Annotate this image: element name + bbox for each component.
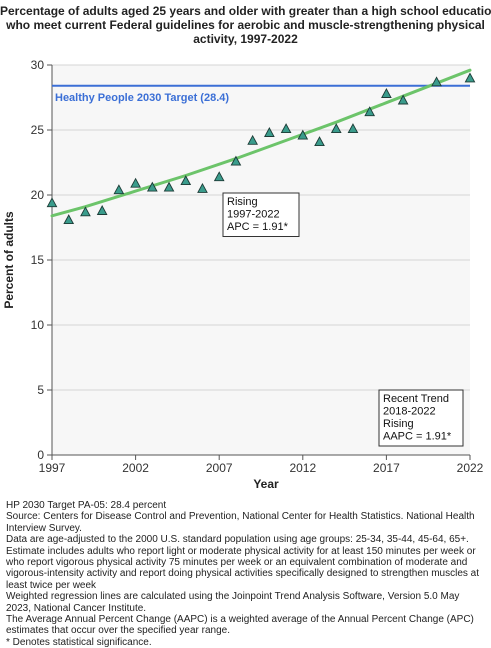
regression-line [50,68,472,218]
annotation-text: 1997-2022 [227,209,280,221]
data-point [230,155,242,166]
annotation-text: AAPC = 1.91* [383,431,452,443]
x-axis-label: Year [253,477,279,491]
annotation-text: Rising [383,418,414,430]
data-point [113,184,125,195]
chart-title-line: Percentage of adults aged 25 years and o… [0,4,491,18]
data-point [130,177,141,188]
data-point [264,127,275,137]
data-point [330,123,342,134]
footnote: Data are age-adjusted to the 2000 U.S. s… [6,534,469,546]
data-point [180,175,192,186]
data-point [464,72,476,83]
footnotes: HP 2030 Target PA-05: 28.4 percent Sourc… [6,500,486,648]
data-point [96,205,108,215]
y-tick-label: 20 [31,188,45,202]
footnote: * Denotes statistical significance. [6,636,152,648]
data-point [80,206,91,217]
data-point [297,129,309,140]
target-line-label: Healthy People 2030 Target (28.4) [55,92,229,104]
data-point [247,134,258,145]
chart-title-line: activity, 1997-2022 [193,32,298,46]
annotation-box [378,389,464,447]
y-tick-label: 25 [31,123,45,137]
chart-area: 0 5 10 15 20 25 30 1997 2002 2007 2012 2017 2022 Year… [2,58,484,491]
data-point [314,136,325,147]
data-point [364,106,376,117]
annotation-box [222,192,300,237]
footnote: The Average Annual Percent Change (AAPC)… [6,614,477,637]
y-tick-label: 15 [31,253,45,267]
chart-title-line: who meet current Federal guidelines for … [6,18,485,32]
x-tick-label: 2022 [457,461,484,475]
data-point [146,181,158,192]
x-tick-label: 1997 [39,461,66,475]
x-tick-label: 2002 [122,461,149,475]
annotation-text: Recent Trend [383,393,449,405]
data-point [163,181,175,192]
annotation-text: APC = 1.91* [227,221,289,233]
data-point [347,123,359,134]
data-point [213,171,225,182]
data-point [381,88,392,98]
y-axis-label: Percent of adults [2,211,16,309]
footnote: Source: Centers for Disease Control and … [6,511,478,534]
x-tick-label: 2017 [373,461,400,475]
data-point [63,214,75,225]
footnote: Weighted regression lines are calculated… [6,591,463,614]
data-point [46,197,58,208]
data-point [280,123,292,134]
y-tick-label: 5 [37,383,44,397]
data-point [197,182,208,193]
x-tick-label: 2012 [289,461,316,475]
footnote: HP 2030 Target PA-05: 28.4 percent [6,500,167,511]
y-tick-label: 10 [31,318,45,332]
footnote: Estimate includes adults who report ligh… [6,545,482,591]
data-point [397,94,409,105]
annotation-text: 2018-2022 [383,406,436,418]
data-point [431,76,442,87]
annotation-text: Rising [227,196,258,208]
y-tick-label: 30 [31,58,45,72]
chart-title: Percentage of adults aged 25 years and o… [0,4,491,46]
x-tick-label: 2007 [206,461,233,475]
y-tick-label: 0 [37,448,44,462]
